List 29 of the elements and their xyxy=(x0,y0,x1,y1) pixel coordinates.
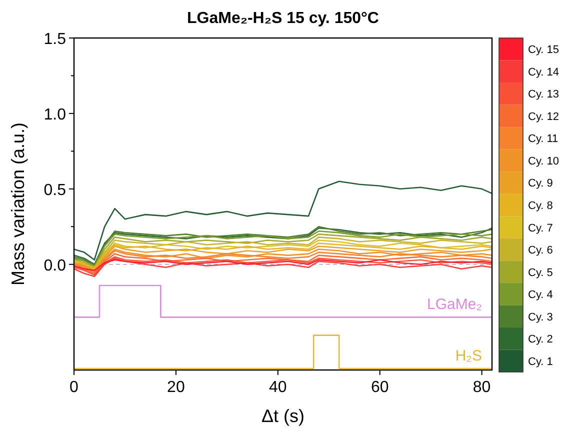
y-tick-label: 1.5 xyxy=(44,31,66,48)
legend-label: Cy. 4 xyxy=(528,289,553,302)
y-tick-label: 0.5 xyxy=(44,182,66,199)
legend-label: Cy. 13 xyxy=(528,88,559,101)
series-label: H₂S xyxy=(455,347,482,364)
legend-label: Cy. 3 xyxy=(528,311,553,324)
chart-title: LGaMe₂-H₂S 15 cy. 150°C xyxy=(187,10,380,27)
legend-label: Cy. 10 xyxy=(528,155,559,168)
x-tick-label: 40 xyxy=(269,379,287,396)
y-tick-label: 1.0 xyxy=(44,106,66,124)
legend-label: Cy. 9 xyxy=(528,178,553,190)
legend-label: Cy. 1 xyxy=(528,356,553,368)
legend-label: Cy. 12 xyxy=(528,110,559,123)
legend-label: Cy. 15 xyxy=(528,44,559,56)
legend-label: Cy. 5 xyxy=(528,266,553,279)
x-tick-label: 0 xyxy=(70,379,79,396)
legend-label: Cy. 11 xyxy=(528,133,558,146)
legend-label: Cy. 7 xyxy=(528,222,553,234)
x-tick-label: 60 xyxy=(370,379,389,396)
x-tick-label: 20 xyxy=(167,379,185,396)
x-tick-label: 80 xyxy=(472,379,491,396)
legend-label: Cy. 6 xyxy=(528,244,553,257)
x-axis-title: Δt (s) xyxy=(261,406,305,426)
legend-label: Cy. 14 xyxy=(528,66,559,78)
legend-label: Cy. 2 xyxy=(528,334,553,346)
series-label: LGaMe₂ xyxy=(426,296,482,314)
y-axis-title: Mass variation (a.u.) xyxy=(8,122,28,286)
legend-label: Cy. 8 xyxy=(528,200,553,212)
y-tick-label: 0.0 xyxy=(44,257,66,274)
